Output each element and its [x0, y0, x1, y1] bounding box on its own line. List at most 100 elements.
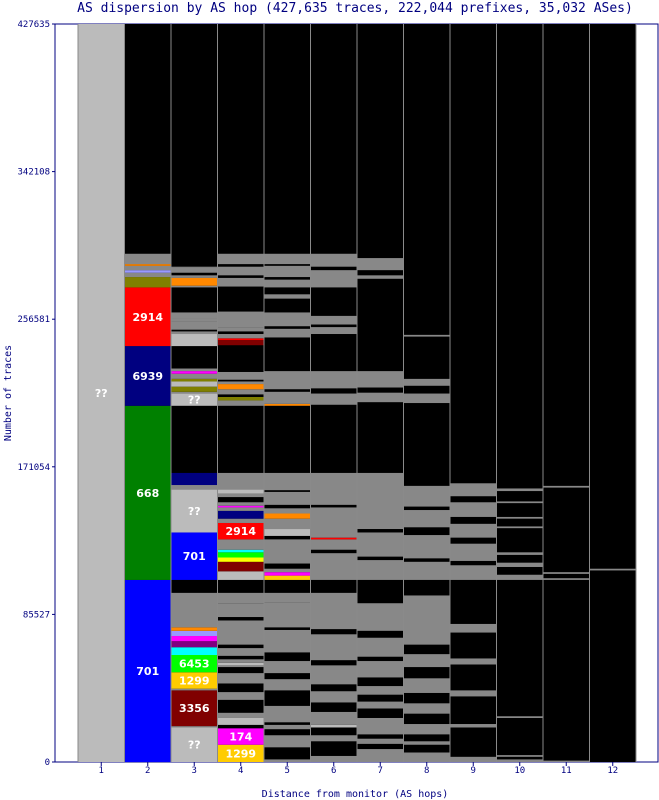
as-segment	[310, 253, 357, 267]
as-segment	[217, 277, 264, 287]
segment-label: 6453	[179, 658, 210, 671]
as-segment	[217, 400, 264, 406]
as-segment	[217, 673, 264, 684]
as-segment	[171, 726, 218, 728]
as-segment	[171, 318, 218, 322]
as-segment	[217, 539, 264, 550]
as-segment	[171, 378, 218, 382]
as-segment	[310, 537, 357, 540]
as-segment	[217, 334, 264, 339]
as-segment	[264, 679, 311, 691]
x-axis-label: Distance from monitor (AS hops)	[262, 789, 449, 800]
as-segment	[450, 724, 497, 728]
as-segment	[403, 393, 450, 404]
as-segment	[217, 592, 264, 604]
as-segment	[310, 393, 357, 405]
as-segment	[450, 502, 497, 517]
y-axis-ticks: 427635 342108 256581 171054 85527 0	[17, 20, 55, 768]
as-segment	[217, 603, 264, 618]
as-segment	[217, 381, 264, 385]
segment-label: 3356	[179, 702, 210, 715]
as-segment-??	[171, 727, 218, 762]
as-segment	[217, 620, 264, 645]
as-segment-701	[171, 532, 218, 580]
as-segment	[217, 510, 264, 519]
as-segment	[171, 386, 218, 392]
as-segment	[310, 327, 357, 335]
as-segment	[403, 535, 450, 559]
x-tick-label: 4	[238, 766, 243, 776]
as-segment	[217, 659, 264, 663]
as-segment	[171, 368, 218, 372]
as-segment	[496, 501, 543, 504]
x-tick-label: 12	[607, 766, 618, 776]
as-segment	[264, 294, 311, 299]
as-segment	[310, 539, 357, 550]
as-segment	[171, 592, 218, 628]
as-segment	[357, 701, 404, 709]
as-segment	[403, 752, 450, 762]
as-segment-3356	[171, 690, 218, 727]
as-segment	[264, 508, 311, 514]
as-segment	[450, 543, 497, 561]
as-segment	[171, 266, 218, 268]
as-segment	[217, 712, 264, 718]
column-background	[403, 24, 450, 762]
as-segment	[310, 724, 357, 728]
as-segment	[310, 755, 357, 762]
hop-column-3	[171, 24, 218, 762]
as-segment	[264, 575, 311, 580]
hop-column-7	[357, 24, 404, 762]
as-segment	[217, 472, 264, 490]
as-segment	[450, 658, 497, 665]
as-segment-668	[124, 405, 171, 580]
as-segment	[357, 686, 404, 695]
as-segment	[357, 532, 404, 557]
y-tick-label: 256581	[17, 315, 50, 325]
as-segment	[171, 688, 218, 691]
as-segment	[357, 258, 404, 271]
as-segment	[217, 552, 264, 558]
as-segment	[357, 661, 404, 678]
as-segment	[171, 334, 218, 347]
as-segment	[310, 665, 357, 685]
as-segment	[171, 647, 218, 656]
as-segment-1299	[171, 672, 218, 689]
as-segment	[403, 561, 450, 580]
as-segment	[171, 636, 218, 642]
as-segment	[217, 340, 264, 346]
as-segment	[217, 489, 264, 494]
as-segment-??	[171, 393, 218, 406]
x-tick-label: 7	[378, 766, 383, 776]
as-segment	[171, 321, 218, 330]
hop-column-6	[310, 24, 357, 762]
as-segment	[217, 692, 264, 700]
as-segment	[403, 654, 450, 668]
as-segment	[217, 662, 264, 666]
as-segment	[310, 711, 357, 725]
as-segment	[217, 396, 264, 401]
as-segment	[124, 253, 171, 265]
x-tick-label: 2	[145, 766, 150, 776]
as-segment	[171, 472, 218, 486]
as-segment	[310, 472, 357, 505]
hop-column-12	[589, 24, 636, 762]
as-segment	[403, 378, 450, 386]
as-segment-??	[78, 24, 125, 762]
as-segment-6453	[171, 655, 218, 673]
hop-column-5	[264, 24, 311, 762]
as-segment	[264, 328, 311, 338]
segment-label: 701	[136, 665, 159, 678]
as-segment	[264, 661, 311, 674]
as-segment	[171, 381, 218, 387]
as-segment	[217, 327, 264, 332]
segment-label: ??	[188, 739, 201, 752]
as-segment	[171, 627, 218, 631]
y-tick-label: 171054	[17, 463, 50, 473]
as-segment	[264, 602, 311, 628]
as-segment-2914	[217, 522, 264, 540]
x-tick-label: 10	[514, 766, 525, 776]
as-segment	[310, 507, 357, 538]
